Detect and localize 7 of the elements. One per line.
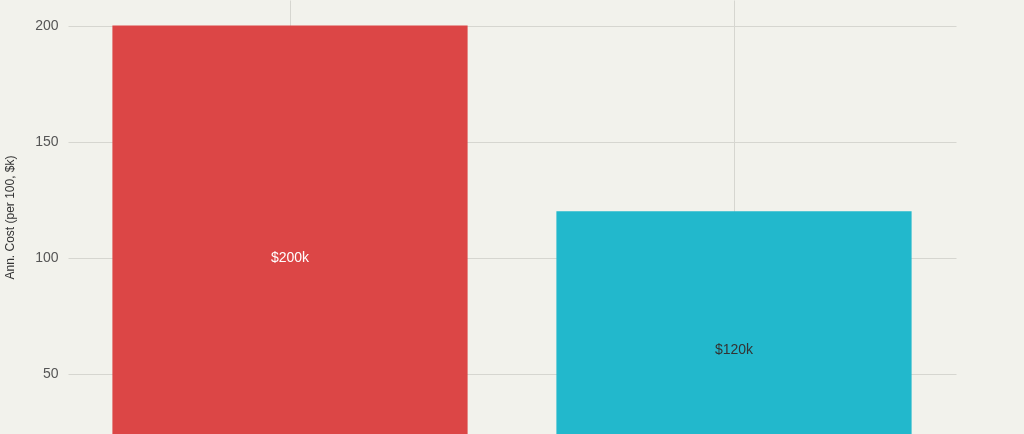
y-tick-label: 50: [42, 365, 59, 382]
data-label: $200k: [270, 248, 311, 265]
y-tick-label: 200: [35, 17, 59, 34]
y-tick-label: 100: [35, 249, 59, 266]
y-axis-title: Ann. Cost (per 100, $k): [3, 155, 18, 280]
y-tick-label: 150: [35, 133, 59, 150]
data-label: $120k: [714, 341, 755, 358]
